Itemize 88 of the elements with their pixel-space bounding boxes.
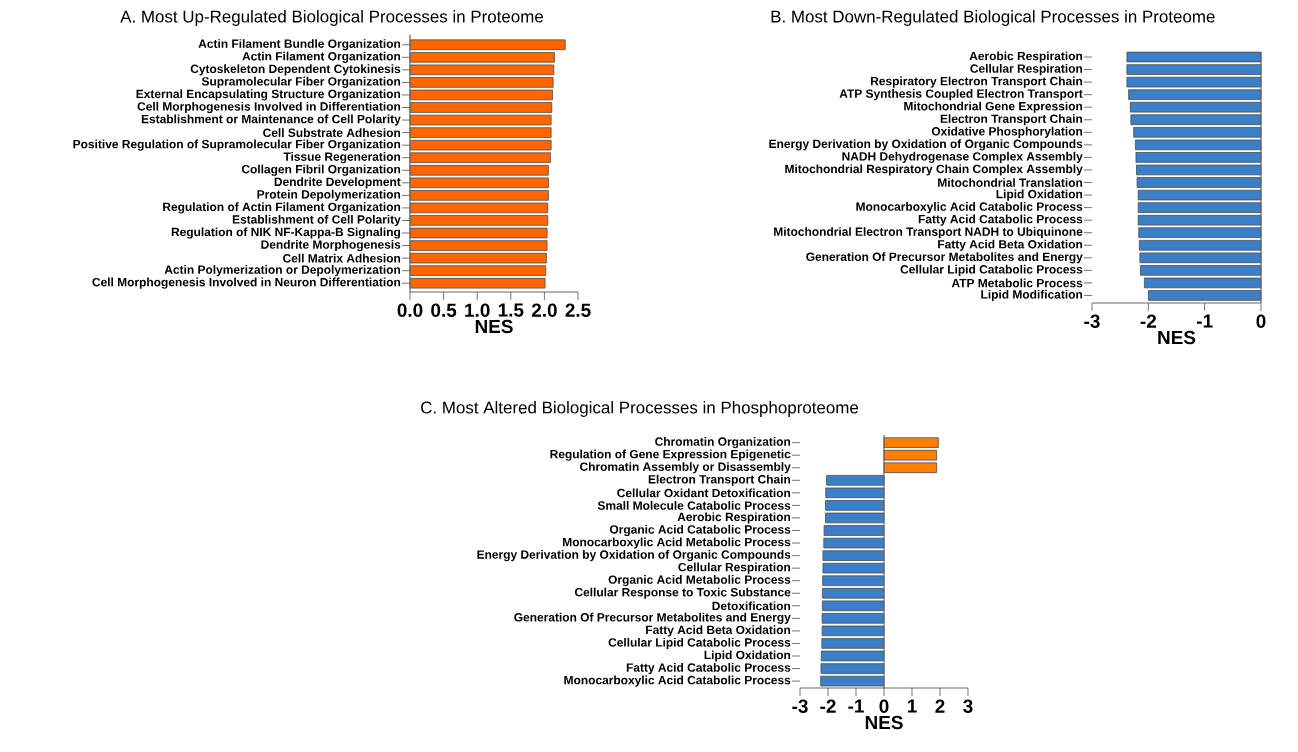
x-tick-label: 0.5 [431, 303, 457, 317]
x-tick-label: -3 [1084, 314, 1100, 328]
y-tick-label: Regulation of Gene Expression Epigenetic [550, 449, 791, 461]
y-tick-label: Monocarboxylic Acid Catabolic Process [856, 202, 1083, 214]
y-tick-label: Electron Transport Chain [648, 474, 791, 486]
bar [409, 277, 546, 289]
y-tick-label: Mitochondrial Electron Transport NADH to Ubiquinone [774, 227, 1083, 239]
x-tick-label: -1 [1196, 314, 1213, 328]
x-axis-title: NES [1158, 330, 1196, 345]
y-tick-label: Energy Derivation by Oxidation of Organic Compounds [477, 550, 791, 562]
y-tick-label: Cell Morphogenesis Involved in Neuron Differentiation [92, 277, 401, 289]
y-tick-label: Monocarboxylic Acid Metabolic Process [563, 537, 791, 549]
y-tick-label: Actin Filament Organization [242, 51, 401, 63]
y-tick-label: Establishment or Maintenance of Cell Polarity [141, 114, 401, 126]
y-tick-label: Dendrite Development [274, 177, 401, 189]
y-tick-label: Fatty Acid Beta Oxidation [938, 239, 1083, 251]
x-tick-label: 3 [963, 699, 973, 713]
y-tick-label: Cellular Oxidant Detoxification [617, 488, 791, 498]
bar [409, 39, 566, 51]
x-tick-label: 2 [935, 699, 945, 713]
y-tick-label: Mitochondrial Respiratory Chain Complex Assembly [785, 164, 1083, 176]
x-axis-title: NES [475, 319, 513, 334]
y-tick-label: Organic Acid Catabolic Process [609, 524, 791, 537]
text: C. Most Altered Biological Processes in Phosphoproteome [421, 401, 859, 417]
x-tick-label: 0.0 [397, 303, 423, 317]
y-tick-label: Aerobic Respiration [969, 51, 1083, 63]
x-tick-label: 2.5 [565, 303, 591, 317]
y-tick-label: ATP Metabolic Process [951, 278, 1083, 288]
y-tick-label: Cell Matrix Adhesion [283, 253, 401, 263]
y-tick-label: Lipid Modification [981, 289, 1083, 302]
y-tick-label: Collagen Fibril Organization [241, 164, 401, 176]
y-tick-label: Monocarboxylic Acid Catabolic Process [564, 675, 791, 687]
x-tick-label: -2 [1140, 314, 1156, 328]
y-tick-label: Fatty Acid Beta Oxidation [646, 625, 791, 637]
x-tick-label: -2 [820, 699, 836, 713]
x-tick-label: 1.5 [498, 303, 524, 317]
x-tick-label: -1 [848, 699, 864, 713]
y-tick-label: Lipid Oxidation [996, 189, 1083, 201]
y-tick-label: Chromatin Organization [655, 437, 791, 449]
y-tick-label: Cellular Response to Toxic Substance [574, 587, 791, 599]
y-tick-label: Organic Acid Metabolic Process [608, 575, 791, 587]
y-tick-label: NADH Dehydrogenase Complex Assembly [842, 151, 1083, 164]
y-tick-label: Actin Polymerization or Depolymerization [164, 265, 401, 277]
y-tick-label: Cellular Respiration [678, 562, 791, 574]
y-tick-label: Actin Filament Bundle Organization [198, 39, 401, 51]
x-axis-title: NES [865, 715, 903, 730]
y-tick-label: Protein Depolymerization [257, 189, 401, 201]
y-tick-label: Detoxification [712, 601, 791, 611]
bar [823, 525, 885, 536]
y-tick-label: Mitochondrial Gene Expression [904, 101, 1083, 113]
y-tick-label: Cellular Respiration [970, 64, 1083, 76]
y-tick-label: Cytoskeleton Dependent Cytokinesis [190, 64, 401, 76]
chart-title: A. Most Up-Regulated Biological Processes in Proteome [120, 10, 543, 26]
x-tick-label: 1.0 [465, 303, 490, 317]
y-tick-label: Generation Of Precursor Metabolites and Energy [514, 612, 791, 624]
y-tick-label: Aerobic Respiration [677, 512, 791, 524]
y-tick-label: Cellular Lipid Catabolic Process [900, 264, 1083, 276]
y-tick-label: Chromatin Assembly or Disassembly [580, 462, 791, 474]
y-tick-label: Supramolecular Fiber Organization [201, 76, 401, 89]
x-tick-label: 0 [1256, 314, 1266, 328]
x-tick-label: 1 [907, 699, 917, 713]
y-tick-label: Generation Of Precursor Metabolites and Energy [806, 252, 1083, 264]
y-tick-label: Fatty Acid Catabolic Process [918, 214, 1083, 226]
y-tick-label: Regulation of NIK NF-Kappa-B Signaling [171, 227, 401, 239]
x-tick-label: 0 [879, 699, 889, 713]
y-tick-label: External Encapsulating Structure Organization [136, 89, 401, 101]
x-tick-label: -3 [792, 699, 808, 713]
y-tick-label: Electron Transport Chain [940, 114, 1083, 126]
y-tick-label: Cell Substrate Adhesion [263, 128, 401, 137]
y-tick-label: Cellular Lipid Catabolic Process [608, 637, 791, 650]
y-tick-label: Lipid Oxidation [704, 650, 791, 662]
y-tick-label: ATP Synthesis Coupled Electron Transport [839, 89, 1083, 101]
chart-title: B. Most Down-Regulated Biological Processes in Proteome [771, 10, 1215, 26]
y-tick-label: Regulation of Actin Filament Organization [163, 202, 401, 214]
bar [820, 675, 885, 687]
x-tick-label: 2.0 [531, 303, 557, 317]
y-tick-label: Oxidative Phosphorylation [931, 126, 1083, 138]
bar [883, 437, 939, 448]
y-tick-label: Cell Morphogenesis Involved in Differentiation [137, 101, 401, 114]
y-tick-label: Establishment of Cell Polarity [232, 214, 401, 227]
y-tick-label: Tissue Regeneration [283, 152, 401, 164]
y-tick-label: Dendrite Morphogenesis [261, 239, 401, 252]
y-tick-label: Energy Derivation by Oxidation of Organic Compounds [769, 139, 1083, 151]
y-tick-label: Small Molecule Catabolic Process [597, 501, 791, 510]
y-tick-label: Fatty Acid Catabolic Process [626, 662, 791, 675]
y-tick-label: Positive Regulation of Supramolecular Fiber Organization [73, 139, 401, 151]
y-tick-label: Respiratory Electron Transport Chain [871, 76, 1083, 88]
y-tick-label: Mitochondrial Translation [938, 178, 1083, 187]
